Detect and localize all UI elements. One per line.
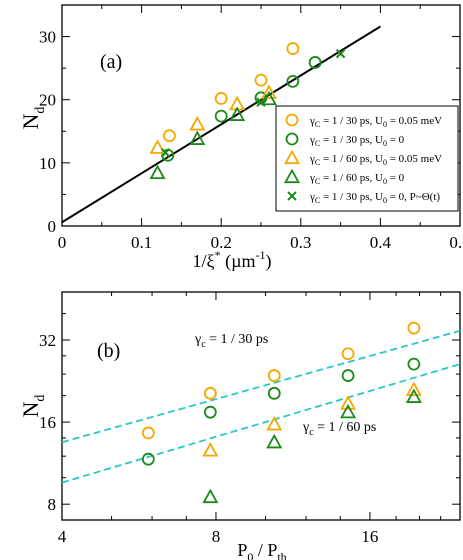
y-tick-label-a: 0 [48, 217, 57, 236]
data-point-triangle [260, 84, 277, 99]
x-tick-label-a: 0.3 [290, 233, 311, 252]
data-point-circle [254, 73, 268, 87]
data-point-triangle [405, 381, 422, 396]
x-tick-label-a: 0.5 [449, 233, 463, 252]
panel-label-b: (b) [97, 340, 120, 362]
legend-entry: γC = 1 / 60 ps, U0 = 0.05 meV [309, 153, 442, 167]
x-tick-label-a: 0.1 [131, 233, 152, 252]
data-point-triangle [266, 415, 283, 431]
legend-marker-cross [287, 191, 297, 201]
y-tick-label-a: 10 [39, 154, 56, 173]
data-point-circle [203, 386, 217, 400]
x-tick-label-a: 0 [58, 233, 67, 252]
data-point-triangle [189, 115, 206, 131]
legend-entry: γC = 1 / 30 ps, U0 = 0, P~Θ(t) [309, 191, 440, 205]
y-tick-label-b: 32 [39, 331, 56, 350]
panel-label-a: (a) [100, 51, 122, 73]
data-point-circle [308, 56, 322, 69]
data-point-triangle [189, 130, 206, 145]
x-tick-label-a: 0.2 [211, 233, 232, 252]
y-tick-label-b: 16 [39, 413, 56, 432]
data-point-circle [141, 452, 155, 466]
data-point-circle [407, 357, 421, 371]
data-point-circle [267, 369, 281, 382]
y-axis-label-a: Nd [18, 107, 48, 130]
legend-marker-circle [285, 113, 299, 127]
data-point-triangle [340, 395, 357, 410]
data-point-cross [160, 148, 171, 158]
y-tick-label-b: 8 [48, 495, 57, 514]
legend-box [275, 105, 459, 212]
data-point-triangle [149, 139, 166, 154]
panel-a: 0 0.1 0.2 0.3 0.4 0.5 0 10 20 30 (a) Nd 1/ξ* (µm-… [18, 4, 463, 272]
data-point-triangle [202, 488, 219, 504]
data-point-triangle [266, 433, 283, 449]
annotation-gamma-30: γc = 1 / 30 ps [194, 332, 268, 350]
legend-marker-circle [285, 132, 299, 146]
legend-entry: γC = 1 / 30 ps, U0 = 0 [309, 134, 405, 148]
legend-markers [283, 113, 301, 201]
data-point-triangle [260, 90, 277, 106]
data-point-circle [286, 75, 300, 88]
legend-entry: γC = 1 / 60 ps, U0 = 0 [309, 172, 405, 186]
data-point-circle [286, 42, 300, 55]
plot-frame-b [61, 291, 461, 521]
data-point-circle [341, 347, 355, 361]
x-tick-label-b: 8 [212, 527, 221, 546]
y-tick-label-a: 20 [39, 91, 56, 110]
y-axis-label-b: Nd [18, 395, 48, 418]
x-axis-label-b: P0 / Pth [237, 540, 286, 560]
legend-marker-triangle [283, 168, 301, 184]
data-point-circle [141, 426, 155, 440]
data-point-circle [214, 109, 228, 123]
data-point-triangle [229, 106, 246, 121]
x-tick-label-b: 16 [361, 527, 378, 546]
data-point-circle [341, 369, 355, 382]
axis-ticks-a: 0 0.1 0.2 0.3 0.4 0.5 0 10 20 30 [39, 5, 463, 252]
dashed-trend-lines [61, 329, 461, 484]
y-tick-label-a: 30 [39, 28, 56, 47]
data-point-cross [335, 48, 346, 59]
data-points-b [141, 321, 422, 504]
data-point-triangle [405, 388, 422, 403]
data-point-triangle [340, 403, 357, 419]
fit-line [61, 25, 381, 224]
annotation-gamma-60: γc = 1 / 60 ps [302, 420, 376, 438]
data-point-triangle [202, 442, 219, 457]
dashed-trend-line [61, 363, 461, 484]
data-points-a [149, 42, 346, 180]
x-tick-label-a: 0.4 [370, 233, 392, 252]
x-tick-label-b: 4 [58, 527, 67, 546]
x-axis-label-a: 1/ξ* (µm-1) [193, 248, 272, 272]
data-point-circle [214, 92, 228, 105]
data-point-circle [203, 405, 217, 419]
dashed-trend-line [61, 329, 461, 444]
data-point-circle [407, 321, 421, 335]
data-point-cross [256, 97, 266, 107]
legend: γC = 1 / 30 ps, U0 = 0.05 meV γC = 1 / 3… [275, 105, 459, 212]
data-point-circle [163, 129, 176, 143]
data-point-circle [267, 386, 281, 400]
legend-entry: γC = 1 / 30 ps, U0 = 0.05 meV [309, 115, 442, 129]
legend-marker-triangle [283, 149, 301, 165]
data-point-triangle [149, 164, 166, 180]
